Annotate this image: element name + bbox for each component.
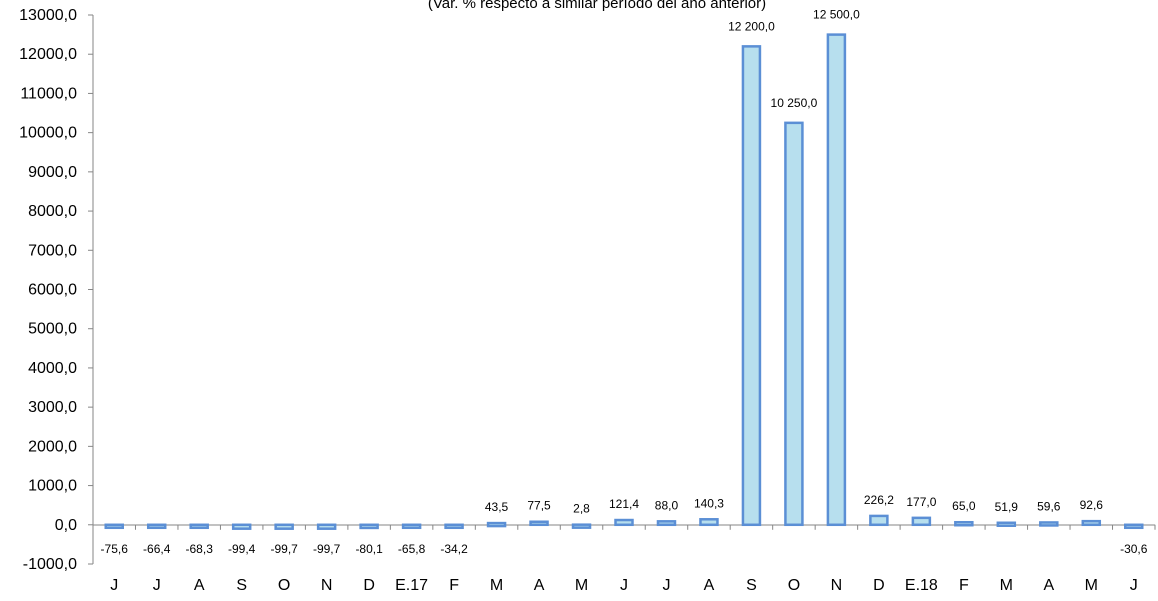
bar (529, 520, 549, 527)
y-tick-label: 0,0 (55, 517, 77, 534)
y-tick-label: 5000,0 (28, 321, 77, 338)
data-label: -99,4 (228, 542, 256, 556)
bar (571, 523, 592, 529)
bar (189, 523, 209, 530)
data-label: -99,7 (270, 542, 298, 556)
x-tick-label: E.17 (395, 577, 428, 594)
y-tick-label: 2000,0 (28, 438, 77, 455)
data-label: -75,6 (101, 542, 129, 556)
data-label: 10 250,0 (771, 96, 818, 110)
x-tick-label: F (959, 577, 969, 594)
x-tick-label: J (110, 577, 118, 594)
y-tick-label: 10000,0 (19, 125, 77, 142)
bar (104, 523, 124, 530)
x-tick-label: D (363, 577, 375, 594)
bar (1124, 523, 1144, 530)
bar (826, 33, 847, 527)
bar (869, 514, 889, 527)
data-label: -68,3 (186, 542, 214, 556)
x-tick-label: A (534, 577, 545, 594)
bars (104, 33, 1144, 530)
x-tick-label: N (831, 577, 843, 594)
y-tick-label: 9000,0 (28, 164, 77, 181)
data-label: 226,2 (864, 493, 894, 507)
x-tick-label: O (788, 577, 800, 594)
x-tick-label: A (194, 577, 205, 594)
y-tick-label: 8000,0 (28, 203, 77, 220)
x-tick-label: A (1043, 577, 1054, 594)
bar (1039, 521, 1059, 527)
data-label: -66,4 (143, 542, 171, 556)
bar (274, 523, 294, 530)
x-tick-label: S (746, 577, 757, 594)
x-tick-label: A (704, 577, 715, 594)
data-label: 88,0 (655, 498, 679, 512)
x-tick-label: D (873, 577, 885, 594)
bar (444, 523, 464, 530)
data-label: -30,6 (1120, 542, 1148, 556)
bar (741, 45, 762, 527)
x-tick-label: S (236, 577, 247, 594)
bar (954, 520, 974, 527)
y-tick-label: 12000,0 (19, 46, 77, 63)
bar (231, 523, 252, 530)
x-tick-label: J (1130, 577, 1138, 594)
bar (614, 518, 634, 527)
y-tick-label: 1000,0 (28, 478, 77, 495)
bar (316, 523, 337, 530)
x-tick-label: J (620, 577, 628, 594)
y-tick-label: 4000,0 (28, 360, 77, 377)
bar (359, 523, 379, 530)
data-label: 51,9 (995, 500, 1019, 514)
data-label: 121,4 (609, 497, 639, 511)
data-label: 12 200,0 (728, 19, 775, 33)
y-tick-label: -1000,0 (23, 556, 77, 573)
data-label: -99,7 (313, 542, 341, 556)
data-label: 92,6 (1080, 498, 1104, 512)
x-axis-ticks: J J A S O N D E.17 F M A M J J A S O N D E.18 F M A M J (92, 524, 1156, 594)
y-tick-label: 6000,0 (28, 282, 77, 299)
data-label: -80,1 (355, 542, 383, 556)
data-label: 140,3 (694, 496, 724, 510)
data-label: 77,5 (527, 499, 551, 513)
x-tick-label: M (1000, 577, 1013, 594)
data-label: 2,8 (573, 502, 590, 516)
x-tick-label: J (153, 577, 161, 594)
x-tick-label: N (321, 577, 333, 594)
x-tick-label: M (1085, 577, 1098, 594)
data-label: 177,0 (906, 495, 936, 509)
data-label: 12 500,0 (813, 8, 860, 22)
data-label: 59,6 (1037, 499, 1061, 513)
bar (146, 523, 167, 530)
y-tick-label: 3000,0 (28, 399, 77, 416)
y-tick-label: 13000,0 (19, 7, 77, 24)
x-tick-label: F (449, 577, 459, 594)
bar (1081, 519, 1102, 527)
bar (401, 523, 422, 530)
bar (996, 521, 1017, 528)
bar (656, 520, 677, 527)
x-tick-label: J (662, 577, 670, 594)
bar (784, 121, 804, 527)
data-label: -65,8 (398, 542, 426, 556)
chart-subtitle: (Var. % respecto a similar período del a… (428, 0, 766, 12)
data-label: 65,0 (952, 499, 976, 513)
bar (699, 518, 719, 527)
data-label: 43,5 (485, 500, 509, 514)
data-labels: -75,6 -66,4 -68,3 -99,4 -99,7 -99,7 -80,1 -65,8… (101, 8, 1148, 556)
x-tick-label: E.18 (905, 577, 938, 594)
data-label: -34,2 (440, 542, 468, 556)
x-tick-label: M (575, 577, 588, 594)
bar (486, 521, 507, 528)
x-tick-label: O (278, 577, 290, 594)
y-tick-label: 11000,0 (20, 85, 77, 102)
x-tick-label: M (490, 577, 503, 594)
bar (911, 516, 932, 527)
y-tick-label: 7000,0 (28, 242, 77, 259)
y-axis-ticks: -1000,0 0,0 1000,0 2000,0 3000,0 4000,0 5000,0… (19, 7, 93, 573)
